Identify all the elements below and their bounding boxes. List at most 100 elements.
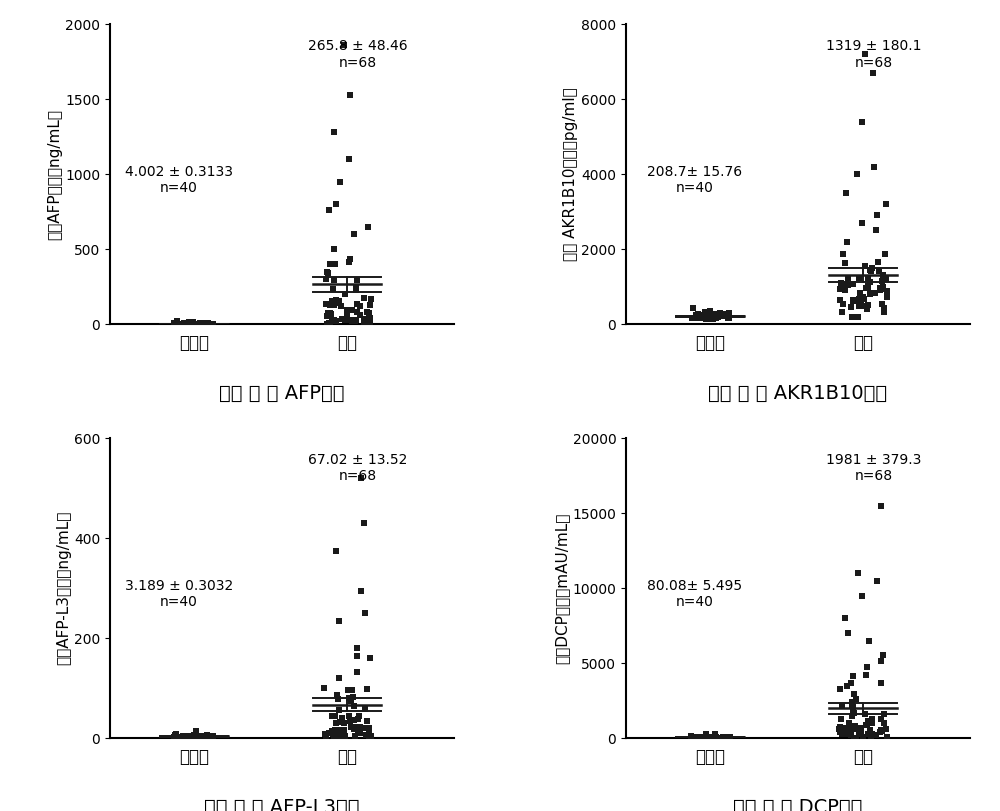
Point [186, 317, 202, 330]
Point [847, 294, 863, 307]
Point [706, 311, 722, 324]
Point [718, 732, 734, 744]
Point [341, 692, 357, 705]
Point [342, 88, 358, 101]
Point [851, 299, 867, 312]
Point [714, 308, 730, 321]
Point [358, 728, 374, 741]
Point [192, 730, 208, 743]
Point [205, 317, 221, 330]
Point [853, 724, 869, 737]
Point [324, 314, 340, 327]
Point [711, 732, 727, 744]
Point [721, 308, 737, 321]
Point [874, 274, 890, 287]
Text: 血清 样 本 DCP测定: 血清 样 本 DCP测定 [733, 798, 863, 811]
Point [846, 732, 862, 744]
Point [717, 731, 733, 744]
Point [714, 309, 730, 322]
Point [853, 298, 869, 311]
Point [331, 672, 347, 684]
Point [200, 732, 216, 744]
Point [850, 567, 866, 580]
Point [687, 731, 703, 744]
Point [709, 308, 725, 321]
Point [357, 315, 373, 328]
Point [181, 315, 197, 328]
Point [175, 317, 191, 330]
Point [168, 317, 184, 330]
Point [359, 683, 375, 696]
Point [699, 731, 715, 744]
Point [715, 730, 731, 743]
Point [845, 294, 861, 307]
Point [340, 684, 356, 697]
Point [176, 318, 192, 331]
Point [325, 727, 341, 740]
Point [701, 312, 717, 325]
Point [348, 280, 364, 293]
Point [834, 728, 850, 741]
Point [167, 317, 183, 330]
Point [875, 649, 891, 662]
Point [320, 307, 336, 320]
Point [696, 731, 712, 744]
Point [832, 283, 848, 296]
Point [862, 287, 878, 300]
Point [166, 316, 182, 329]
Point [347, 314, 363, 327]
Point [352, 727, 368, 740]
Point [707, 307, 723, 320]
Point [694, 311, 710, 324]
Point [854, 217, 870, 230]
Point [833, 712, 849, 725]
Point [864, 727, 880, 740]
Point [846, 706, 862, 719]
Y-axis label: 血清AFP-L3浓度（ng/mL）: 血清AFP-L3浓度（ng/mL） [56, 511, 71, 665]
Point [332, 715, 348, 728]
Point [876, 302, 892, 315]
Point [193, 731, 209, 744]
Point [844, 710, 860, 723]
Point [692, 311, 708, 324]
Point [851, 727, 867, 740]
Point [708, 311, 724, 324]
Point [188, 730, 204, 743]
Text: 血清 样 本 AKR1B10测定: 血清 样 本 AKR1B10测定 [708, 384, 888, 403]
Point [323, 307, 339, 320]
Point [349, 642, 365, 654]
Point [318, 732, 334, 744]
Point [337, 314, 353, 327]
Point [334, 313, 350, 326]
Point [690, 732, 706, 744]
Point [716, 309, 732, 322]
Point [836, 279, 852, 292]
Point [691, 732, 707, 744]
Point [837, 727, 853, 740]
Point [685, 732, 701, 744]
Point [320, 267, 336, 280]
Point [348, 284, 364, 297]
Point [834, 699, 850, 712]
Point [199, 316, 215, 329]
Point [844, 699, 860, 712]
Point [837, 611, 853, 624]
Point [848, 693, 864, 706]
Point [870, 255, 886, 268]
Point [185, 732, 201, 744]
Point [346, 228, 362, 241]
Point [361, 306, 377, 319]
Point [196, 317, 212, 330]
Point [865, 67, 881, 79]
Point [855, 290, 871, 303]
Point [186, 728, 202, 741]
Point [167, 317, 183, 330]
Point [352, 721, 368, 734]
Point [708, 731, 724, 744]
Point [708, 731, 724, 744]
Point [873, 723, 889, 736]
Point [861, 634, 877, 647]
Point [834, 305, 850, 318]
Point [330, 693, 346, 706]
Point [351, 721, 367, 734]
